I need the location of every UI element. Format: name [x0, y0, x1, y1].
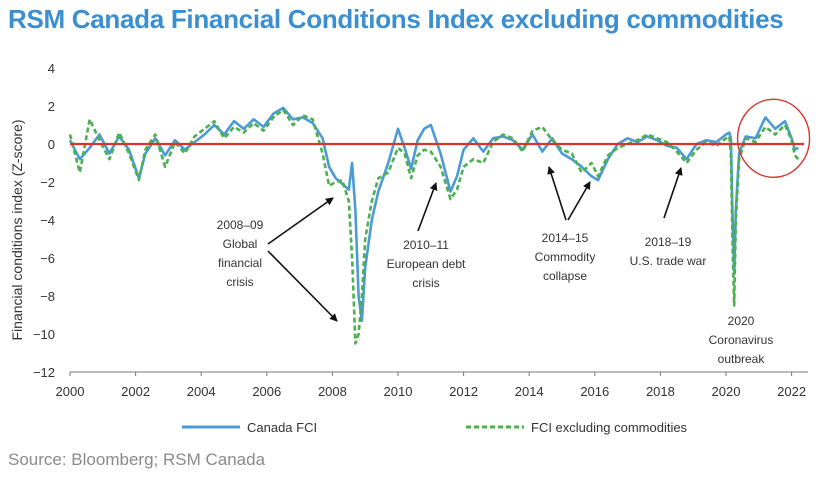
legend-label-canada-fci: Canada FCI	[247, 420, 317, 435]
annotation-text: 2014–15	[542, 231, 589, 245]
annotation-text: outbreak	[718, 352, 766, 366]
y-tick-label: 4	[48, 61, 55, 76]
y-tick-label: −6	[40, 251, 55, 266]
annotation-text: collapse	[543, 269, 587, 283]
x-tick-label: 2006	[252, 384, 281, 399]
x-tick-label: 2020	[712, 384, 741, 399]
y-axis-label: Financial conditions index (Z-score)	[9, 120, 25, 341]
highlight-circle	[736, 98, 811, 179]
y-tick-label: 2	[48, 99, 55, 114]
annotation-text: Coronavirus	[709, 333, 774, 347]
annotation-arrow	[267, 197, 334, 245]
annotation-text: 2018–19	[645, 235, 692, 249]
x-tick-label: 2000	[56, 384, 85, 399]
x-tick-label: 2018	[646, 384, 675, 399]
annotation-text: Commodity	[535, 250, 596, 264]
y-tick-label: −4	[40, 213, 55, 228]
x-tick-label: 2004	[187, 384, 216, 399]
source-note: Source: Bloomberg; RSM Canada	[8, 450, 266, 469]
annotation-text: 2020	[728, 314, 755, 328]
annotation-text: financial	[218, 256, 262, 270]
x-tick-label: 2008	[318, 384, 347, 399]
y-tick-label: −8	[40, 289, 55, 304]
annotation-arrow	[417, 182, 438, 232]
y-tick-label: −2	[40, 175, 55, 190]
annotation-text: 2008–09	[217, 218, 264, 232]
chart-title: RSM Canada Financial Conditions Index ex…	[8, 4, 784, 34]
y-tick-label: −10	[33, 327, 55, 342]
annotation-arrow	[663, 167, 683, 219]
x-tick-label: 2010	[384, 384, 413, 399]
legend: Canada FCI FCI excluding commodities	[182, 420, 688, 435]
annotation-text: U.S. trade war	[630, 254, 707, 268]
annotation-arrow	[267, 250, 338, 322]
annotation-arrow	[547, 166, 567, 221]
y-tick-label: 0	[48, 137, 55, 152]
annotation-text: European debt	[387, 257, 466, 271]
annotation-text: 2010–11	[403, 238, 449, 252]
x-tick-label: 2016	[580, 384, 609, 399]
x-tick-label: 2022	[777, 384, 806, 399]
y-tick-label: −12	[33, 365, 55, 380]
annotation-text: crisis	[226, 275, 253, 289]
x-tick-label: 2012	[449, 384, 478, 399]
series-canada-fci-line	[68, 106, 799, 323]
annotation-text: crisis	[412, 276, 439, 290]
annotation-text: Global	[223, 237, 258, 251]
x-tick-label: 2002	[121, 384, 150, 399]
series-layer	[68, 98, 811, 345]
x-tick-label: 2014	[515, 384, 544, 399]
annotation-layer: 2008–09 Global financial crisis 2010–11 Europ…	[217, 166, 774, 366]
annotation-arrow	[567, 181, 591, 221]
legend-label-fci-ex-commodities: FCI excluding commodities	[531, 420, 688, 435]
